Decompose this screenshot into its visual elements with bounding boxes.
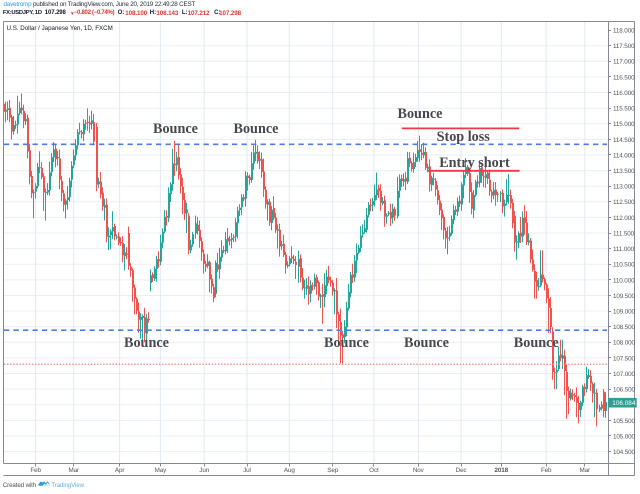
svg-text:Dec: Dec [456,467,467,474]
svg-text:2018: 2018 [495,467,509,474]
svg-text:117.000: 117.000 [613,59,635,66]
svg-text:112.500: 112.500 [613,199,635,206]
svg-text:108.500: 108.500 [613,324,636,331]
svg-text:111.500: 111.500 [613,230,635,237]
svg-text:109.000: 109.000 [613,309,636,316]
svg-text:Feb: Feb [30,467,41,474]
svg-text:111.000: 111.000 [613,246,635,253]
svg-text:May: May [155,467,168,474]
svg-text:Mar: Mar [580,467,591,474]
svg-text:110.500: 110.500 [613,262,635,269]
svg-text:113.000: 113.000 [613,184,635,191]
svg-text:114.000: 114.000 [613,152,635,159]
svg-text:Apr: Apr [115,467,124,474]
svg-text:Mar: Mar [68,467,79,474]
svg-text:104.500: 104.500 [613,449,636,456]
svg-text:Feb: Feb [541,467,552,474]
svg-text:116.500: 116.500 [613,74,635,81]
svg-text:107.500: 107.500 [613,355,636,362]
svg-text:112.000: 112.000 [613,215,635,222]
svg-text:115.500: 115.500 [613,106,635,113]
svg-text:106.500: 106.500 [613,387,636,394]
svg-text:110.000: 110.000 [613,277,635,284]
svg-text:Jul: Jul [243,467,251,474]
svg-text:Sep: Sep [327,467,338,474]
svg-text:105.500: 105.500 [613,418,636,425]
svg-text:Aug: Aug [284,467,295,474]
svg-text:Jun: Jun [199,467,209,474]
svg-text:105.000: 105.000 [613,433,636,440]
svg-text:114.500: 114.500 [613,137,635,144]
svg-text:115.000: 115.000 [613,121,635,128]
svg-text:109.500: 109.500 [613,293,636,300]
svg-text:107.000: 107.000 [613,371,636,378]
svg-text:117.500: 117.500 [613,43,635,50]
svg-text:113.500: 113.500 [613,168,635,175]
svg-text:Oct: Oct [369,467,379,474]
svg-text:118.000: 118.000 [613,28,635,35]
svg-text:116.000: 116.000 [613,90,635,97]
svg-text:Nov: Nov [413,467,425,474]
svg-text:106.084: 106.084 [612,400,636,407]
svg-text:108.000: 108.000 [613,340,636,347]
